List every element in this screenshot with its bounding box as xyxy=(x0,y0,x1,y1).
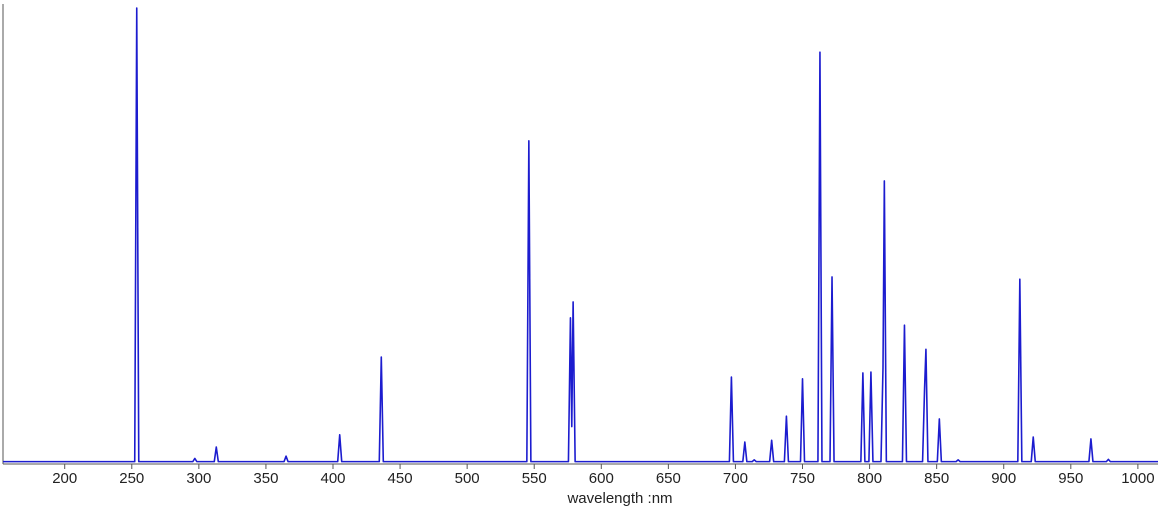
spectrum-line xyxy=(3,7,1158,463)
x-tick-label: 600 xyxy=(589,470,614,487)
x-tick-label: 350 xyxy=(253,470,278,487)
x-tick-label: 400 xyxy=(320,470,345,487)
x-tick-label: 550 xyxy=(522,470,547,487)
x-tick-label: 500 xyxy=(455,470,480,487)
x-tick-label: 950 xyxy=(1058,470,1083,487)
x-axis-label: wavelength :nm xyxy=(566,490,672,507)
x-tick-label: 850 xyxy=(924,470,949,487)
x-tick-label: 250 xyxy=(119,470,144,487)
x-tick-label: 700 xyxy=(723,470,748,487)
x-tick-label: 750 xyxy=(790,470,815,487)
x-tick-label: 200 xyxy=(52,470,77,487)
x-tick-label: 450 xyxy=(388,470,413,487)
x-tick-label: 650 xyxy=(656,470,681,487)
x-tick-label: 1000 xyxy=(1121,470,1154,487)
x-tick-label: 900 xyxy=(991,470,1016,487)
x-tick-label: 300 xyxy=(186,470,211,487)
x-tick-label: 800 xyxy=(857,470,882,487)
